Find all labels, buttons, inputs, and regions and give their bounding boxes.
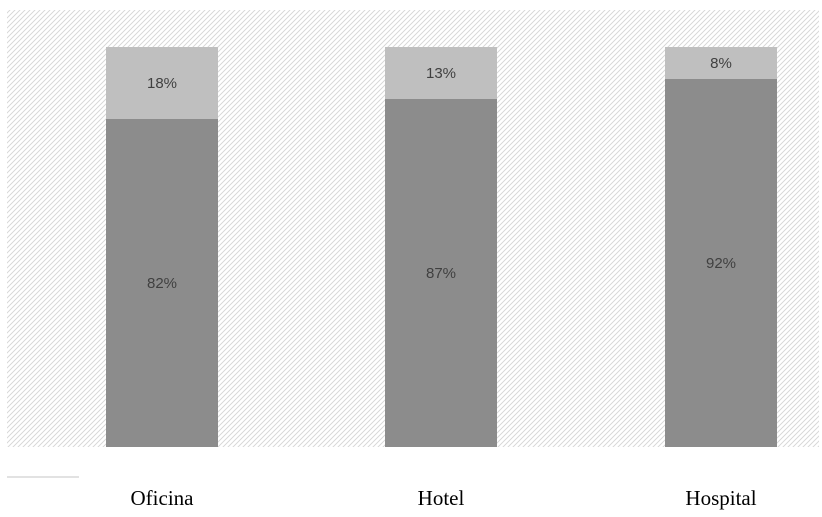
data-label-hospital-secondary: 8% <box>710 55 732 72</box>
data-label-hospital-primary: 92% <box>706 255 736 272</box>
bar-segment-hospital-secondary <box>665 47 777 79</box>
data-label-oficina-secondary: 18% <box>147 75 177 92</box>
data-label-hotel-primary: 87% <box>426 265 456 282</box>
labels-layer: 82% 18% Oficina 87% 13% Hotel 92% 8% Hospital <box>131 55 757 510</box>
bar-segment-hospital-primary <box>665 79 777 447</box>
bar-segment-hotel-secondary <box>385 47 497 99</box>
category-label-oficina: Oficina <box>131 486 195 510</box>
bar-segment-hotel-primary <box>385 99 497 447</box>
bar-segment-oficina-primary <box>106 119 218 447</box>
bars-layer <box>106 47 777 447</box>
category-label-hotel: Hotel <box>418 486 465 510</box>
data-label-oficina-primary: 82% <box>147 275 177 292</box>
data-label-hotel-secondary: 13% <box>426 65 456 82</box>
bar-segment-oficina-secondary <box>106 47 218 119</box>
category-label-hospital: Hospital <box>685 486 756 510</box>
